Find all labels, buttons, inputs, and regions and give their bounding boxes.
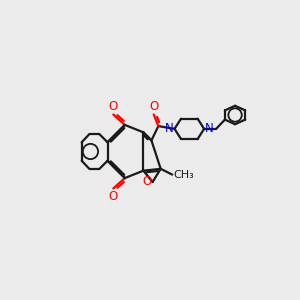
Text: O: O [149, 100, 158, 113]
Text: N: N [165, 122, 173, 135]
Text: CH₃: CH₃ [173, 170, 194, 180]
Text: O: O [109, 100, 118, 113]
Text: O: O [142, 176, 151, 188]
Text: O: O [109, 190, 118, 203]
Text: N: N [205, 122, 214, 135]
